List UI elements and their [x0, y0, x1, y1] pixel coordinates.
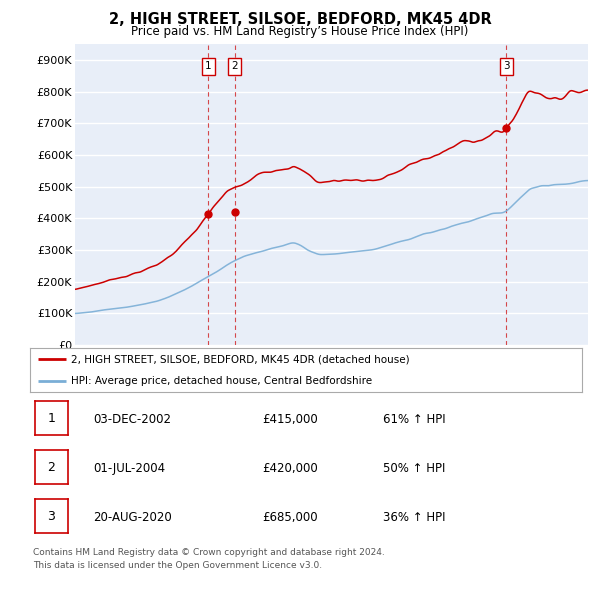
Text: 2, HIGH STREET, SILSOE, BEDFORD, MK45 4DR (detached house): 2, HIGH STREET, SILSOE, BEDFORD, MK45 4D…: [71, 354, 410, 364]
Text: 61% ↑ HPI: 61% ↑ HPI: [383, 413, 446, 427]
Text: HPI: Average price, detached house, Central Bedfordshire: HPI: Average price, detached house, Cent…: [71, 376, 373, 386]
Text: 3: 3: [47, 510, 55, 523]
Text: Contains HM Land Registry data © Crown copyright and database right 2024.: Contains HM Land Registry data © Crown c…: [33, 548, 385, 557]
Text: 03-DEC-2002: 03-DEC-2002: [94, 413, 172, 427]
Text: This data is licensed under the Open Government Licence v3.0.: This data is licensed under the Open Gov…: [33, 561, 322, 570]
Text: 20-AUG-2020: 20-AUG-2020: [94, 511, 172, 525]
Text: £685,000: £685,000: [262, 511, 317, 525]
Text: 1: 1: [47, 412, 55, 425]
Text: 01-JUL-2004: 01-JUL-2004: [94, 462, 166, 476]
Text: 36% ↑ HPI: 36% ↑ HPI: [383, 511, 446, 525]
Text: 2: 2: [232, 61, 238, 71]
Text: 3: 3: [503, 61, 509, 71]
Text: Price paid vs. HM Land Registry’s House Price Index (HPI): Price paid vs. HM Land Registry’s House …: [131, 25, 469, 38]
Text: £420,000: £420,000: [262, 462, 317, 476]
Text: £415,000: £415,000: [262, 413, 317, 427]
Text: 50% ↑ HPI: 50% ↑ HPI: [383, 462, 446, 476]
Text: 1: 1: [205, 61, 212, 71]
Text: 2, HIGH STREET, SILSOE, BEDFORD, MK45 4DR: 2, HIGH STREET, SILSOE, BEDFORD, MK45 4D…: [109, 12, 491, 27]
Text: 2: 2: [47, 461, 55, 474]
